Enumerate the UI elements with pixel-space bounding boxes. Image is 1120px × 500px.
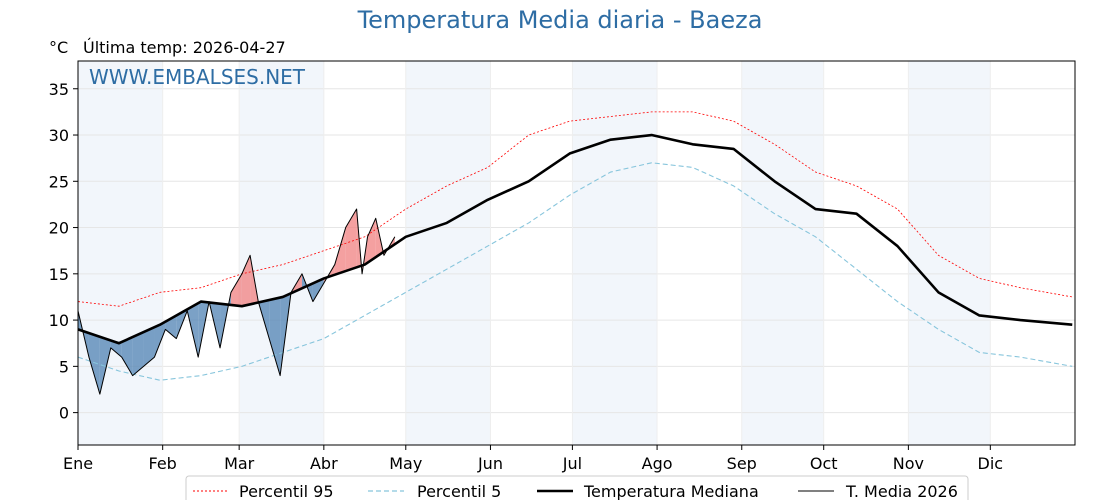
- x-tick-label: Nov: [893, 454, 924, 473]
- x-tick-label: Mar: [224, 454, 255, 473]
- y-tick-label: 15: [49, 265, 69, 284]
- y-tick-label: 35: [49, 80, 69, 99]
- x-tick-label: Jul: [562, 454, 582, 473]
- legend-current-label: T. Media 2026: [845, 482, 958, 500]
- y-axis: 0 5 10 15 20 25 30 35: [49, 80, 78, 423]
- month-band: [572, 61, 658, 445]
- y-tick-label: 5: [59, 357, 69, 376]
- watermark: WWW.EMBALSES.NET: [89, 65, 306, 89]
- anomaly-above-segment: [241, 255, 251, 307]
- anomaly-below-segment: [143, 327, 155, 367]
- anomaly-below-segment: [269, 297, 281, 376]
- plot-frame: [77, 60, 1076, 446]
- x-axis: Ene Feb Mar Abr May Jun Jul Ago Sep Oct Nov Dic: [63, 445, 1003, 473]
- x-tick-label: Dic: [978, 454, 1004, 473]
- x-tick-label: May: [389, 454, 422, 473]
- y-tick-label: 20: [49, 219, 69, 238]
- x-tick-label: Sep: [727, 454, 757, 473]
- median-line: [77, 133, 1073, 345]
- y-tick-label: 10: [49, 311, 69, 330]
- anomaly-below-segment: [312, 278, 324, 302]
- anomaly-below-segment: [110, 340, 122, 358]
- grid-lines: [77, 61, 1075, 445]
- y-tick-label: 0: [59, 404, 69, 423]
- series-lines: [77, 111, 1073, 395]
- legend-p95-label: Percentil 95: [239, 482, 334, 500]
- legend-p5-label: Percentil 5: [417, 482, 501, 500]
- last-temp-label: Última temp: 2026-04-27: [83, 38, 286, 57]
- y-tick-label: 30: [49, 126, 69, 145]
- legend: Percentil 95 Percentil 5 Temperatura Med…: [185, 475, 969, 500]
- anomaly-below-segment: [132, 332, 144, 376]
- current-year-line: [77, 208, 396, 395]
- anomaly-above-segment: [367, 218, 376, 263]
- y-unit-label: °C: [49, 38, 69, 57]
- month-bands: [78, 61, 991, 445]
- month-band: [239, 61, 324, 445]
- anomaly-below-segment: [78, 310, 89, 358]
- anomaly-above-segment: [334, 227, 346, 275]
- x-tick-label: Ene: [63, 454, 93, 473]
- legend-median-label: Temperatura Mediana: [583, 482, 759, 500]
- month-band: [908, 61, 991, 445]
- p5-line: [77, 162, 1073, 381]
- anomaly-below-segment: [99, 336, 111, 395]
- month-band: [78, 61, 163, 445]
- anomaly-above-segment: [230, 273, 242, 307]
- month-band: [741, 61, 824, 445]
- x-tick-label: Oct: [810, 454, 838, 473]
- x-tick-label: Jun: [477, 454, 503, 473]
- chart-title: Temperatura Media diaria - Baeza: [357, 6, 763, 34]
- month-band: [405, 61, 491, 445]
- anomaly-above-segment: [345, 209, 357, 272]
- anomaly-below-segment: [88, 333, 100, 395]
- anomaly-below-segment: [154, 321, 166, 358]
- x-tick-label: Abr: [310, 454, 338, 473]
- y-tick-label: 25: [49, 172, 69, 191]
- x-tick-label: Ago: [642, 454, 673, 473]
- anomaly-below-segment: [121, 337, 133, 376]
- x-tick-label: Feb: [149, 454, 177, 473]
- legend-box: [185, 475, 969, 500]
